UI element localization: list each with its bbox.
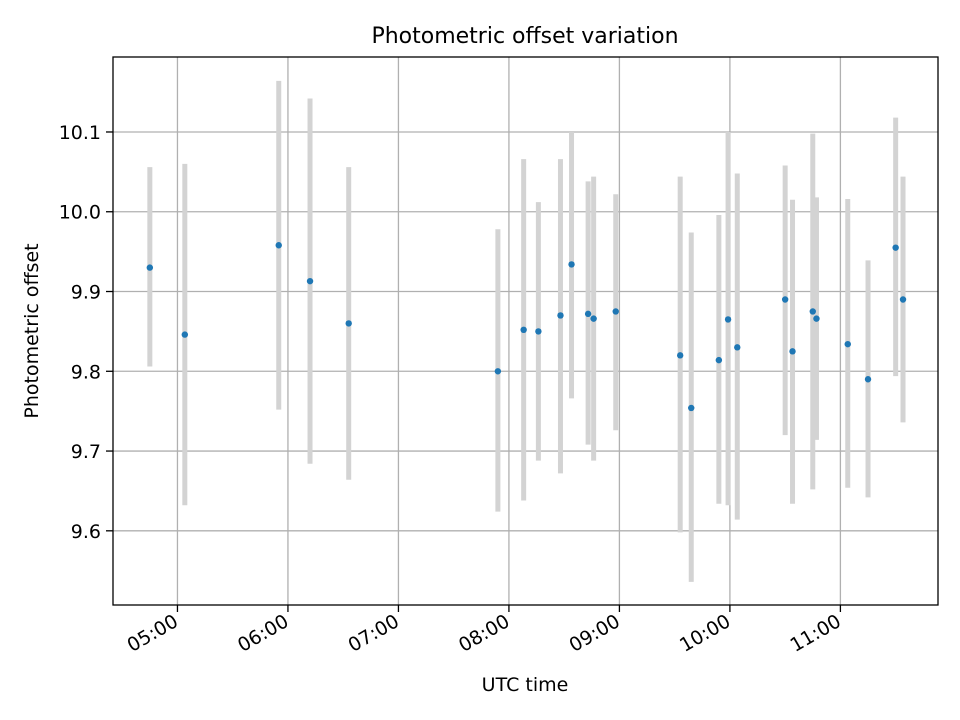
y-tick-label: 10.1 — [59, 122, 101, 144]
data-point — [568, 261, 575, 268]
data-point — [892, 244, 899, 251]
x-axis-label: UTC time — [482, 674, 569, 696]
data-point — [612, 308, 619, 315]
data-point — [724, 316, 732, 323]
data-point — [734, 344, 741, 351]
data-point — [557, 312, 564, 319]
y-axis-label: Photometric offset — [21, 243, 43, 418]
data-point — [345, 320, 352, 327]
data-point — [590, 315, 597, 322]
data-point — [676, 352, 684, 359]
y-tick-label: 9.8 — [71, 361, 101, 383]
data-point — [520, 326, 527, 334]
chart-title: Photometric offset variation — [371, 24, 678, 49]
data-point — [181, 331, 189, 338]
data-points — [146, 242, 907, 412]
data-point — [809, 308, 816, 315]
data-point — [688, 404, 695, 412]
y-tick-label: 9.7 — [71, 441, 101, 463]
data-point — [899, 296, 907, 303]
y-axis-ticks: 9.6 9.7 9.8 9.9 10.0 10.1 — [59, 122, 113, 543]
data-point — [789, 348, 796, 355]
data-point — [584, 310, 592, 318]
data-point — [781, 296, 789, 303]
data-point — [306, 277, 314, 285]
data-point — [494, 368, 502, 375]
y-tick-label: 9.9 — [71, 282, 101, 304]
data-point — [813, 315, 820, 322]
data-point — [535, 328, 542, 335]
plot-frame — [112, 56, 939, 606]
y-tick-label: 9.6 — [71, 521, 101, 543]
data-point — [146, 264, 154, 271]
data-point — [844, 340, 851, 348]
data-point — [864, 376, 872, 383]
y-tick-label: 10.0 — [59, 202, 101, 224]
data-point — [275, 242, 282, 249]
data-point — [715, 356, 723, 364]
